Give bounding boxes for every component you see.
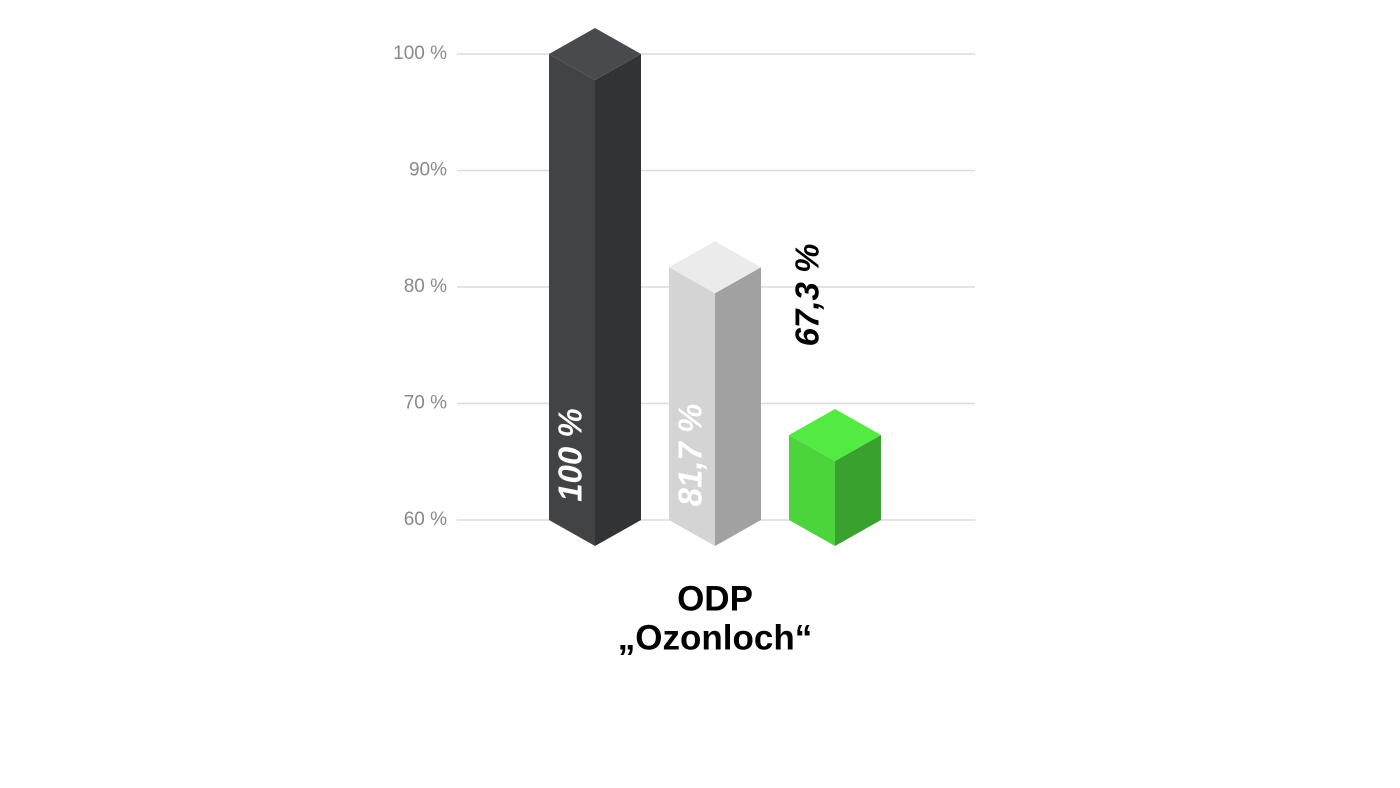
- value-label: 81,7 %: [672, 404, 709, 507]
- bar: [549, 28, 641, 546]
- y-tick-label: 100 %: [393, 43, 447, 64]
- y-tick-label: 90%: [409, 160, 447, 181]
- bar-top-face: [789, 408, 881, 461]
- bar-left-face: [789, 434, 835, 546]
- bar-right-face: [715, 267, 761, 546]
- bar-top-face: [669, 241, 761, 294]
- bar: [669, 241, 761, 546]
- bar-right-face: [835, 434, 881, 546]
- value-label: 67,3 %: [789, 244, 826, 347]
- y-tick-label: 60 %: [404, 509, 447, 530]
- bar-top-face: [549, 28, 641, 80]
- bar-left-face: [669, 267, 715, 546]
- bar: [789, 408, 881, 546]
- chart-title: ODP: [677, 579, 753, 618]
- y-tick-label: 80 %: [404, 276, 447, 297]
- y-tick-label: 70 %: [404, 393, 447, 414]
- bar-left-face: [549, 54, 595, 546]
- value-label: 100 %: [552, 408, 589, 502]
- chart-subtitle: „Ozonloch“: [618, 618, 812, 657]
- bar-right-face: [595, 54, 641, 546]
